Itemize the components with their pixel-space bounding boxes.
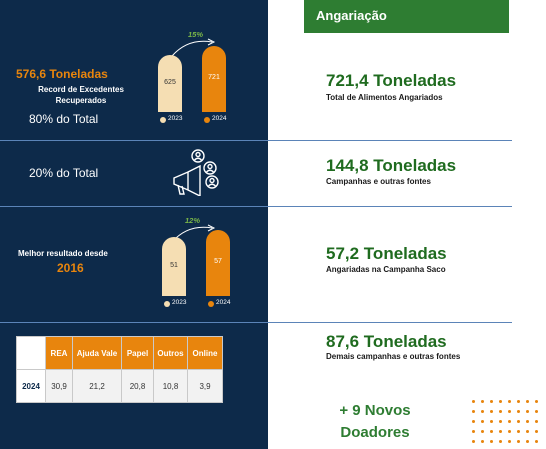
dot [499, 430, 502, 433]
section1-desc: Record de Excedentes Recuperados [16, 84, 146, 106]
growth-arrow [171, 38, 216, 57]
dot [526, 430, 529, 433]
dot [472, 420, 475, 423]
dot [517, 440, 520, 443]
new-donors-line2: Doadores [340, 424, 410, 441]
dot [481, 430, 484, 433]
bar-2024 [206, 230, 230, 296]
legend-dot [164, 301, 170, 307]
table-cell: 20,8 [121, 369, 154, 403]
dot [526, 440, 529, 443]
dot [490, 420, 493, 423]
dot [499, 420, 502, 423]
dot [508, 440, 511, 443]
section1-headline: 576,6 Toneladas [16, 67, 108, 81]
section1-share: 80% do Total [29, 112, 99, 126]
bar-2023 [158, 55, 182, 112]
dot [481, 400, 484, 403]
table-cell: 10,8 [153, 369, 188, 403]
bar-value-label: 51 [170, 261, 178, 269]
table-cell: 21,2 [72, 369, 122, 403]
table-cell: 3,9 [187, 369, 223, 403]
dot [535, 440, 538, 443]
legend-dot [160, 117, 166, 123]
dot [508, 420, 511, 423]
dot [472, 400, 475, 403]
dot [526, 400, 529, 403]
table-header: REA [45, 336, 73, 370]
table-header: Ajuda Vale [72, 336, 122, 370]
stat-value-2: 144,8 Toneladas [326, 156, 457, 175]
table-header: Papel [121, 336, 154, 370]
legend-label: 2024 [212, 115, 227, 122]
dot [499, 440, 502, 443]
section1-desc-line2: Recuperados [55, 96, 107, 105]
bar-value-label: 625 [164, 78, 176, 86]
dot [499, 400, 502, 403]
dot [490, 400, 493, 403]
dot [490, 410, 493, 413]
dot [490, 440, 493, 443]
stat-value-3: 57,2 Toneladas [326, 244, 447, 263]
section3-year: 2016 [57, 261, 84, 275]
section1-desc-line1: Record de Excedentes [38, 85, 124, 94]
stat-label-1: Total de Alimentos Angariados [326, 93, 443, 102]
bar-value-label: 57 [214, 258, 222, 265]
table-header: Online [187, 336, 223, 370]
dot [517, 400, 520, 403]
divider [0, 206, 512, 207]
bar-2023 [162, 237, 186, 296]
megaphone-people-icon [173, 149, 219, 196]
legend-dot [208, 301, 214, 307]
dot [517, 410, 520, 413]
table-row-label: 2024 [16, 369, 46, 403]
stat-label-4: Demais campanhas e outras fontes [326, 352, 461, 361]
dot [472, 430, 475, 433]
table-row: 2024 30,9 21,2 20,8 10,8 3,9 [16, 369, 223, 403]
legend-label: 2023 [172, 299, 187, 306]
dot [517, 430, 520, 433]
section3-line1: Melhor resultado desde [18, 249, 108, 258]
decorative-dots [470, 398, 546, 449]
dot [508, 410, 511, 413]
growth-percent: 15% [188, 30, 204, 39]
dot [481, 440, 484, 443]
growth-percent: 12% [185, 216, 201, 225]
dot [508, 430, 511, 433]
table-header: Outros [153, 336, 188, 370]
stat-label-3: Angariadas na Campanha Saco [326, 265, 446, 274]
page-title: Angariação [304, 0, 509, 33]
dot [481, 420, 484, 423]
dot [517, 420, 520, 423]
stat-value-4: 87,6 Toneladas [326, 332, 447, 351]
dot [535, 420, 538, 423]
dot [472, 410, 475, 413]
legend-dot [204, 117, 210, 123]
dot [508, 400, 511, 403]
dot [526, 420, 529, 423]
legend-label: 2023 [168, 115, 183, 122]
new-donors: + 9 Novos Doadores [330, 400, 420, 444]
stat-label-2: Campanhas e outras fontes [326, 177, 431, 186]
dot [535, 400, 538, 403]
divider [0, 140, 512, 141]
dot [535, 430, 538, 433]
dot [526, 410, 529, 413]
new-donors-line1: + 9 Novos [339, 402, 411, 419]
divider [0, 322, 512, 323]
dot [499, 410, 502, 413]
bar-2024 [202, 46, 226, 112]
legend-label: 2024 [216, 299, 231, 306]
breakdown-table: REA Ajuda Vale Papel Outros Online 2024 … [16, 336, 223, 403]
stat-value-1: 721,4 Toneladas [326, 71, 457, 90]
table-cell: 30,9 [45, 369, 73, 403]
bar-value-label: 721 [208, 74, 220, 81]
dot [490, 430, 493, 433]
dot [472, 440, 475, 443]
table-corner [16, 336, 46, 370]
table-header-row: REA Ajuda Vale Papel Outros Online [16, 336, 223, 370]
dot [481, 410, 484, 413]
dot [535, 410, 538, 413]
section2-share: 20% do Total [29, 166, 99, 180]
